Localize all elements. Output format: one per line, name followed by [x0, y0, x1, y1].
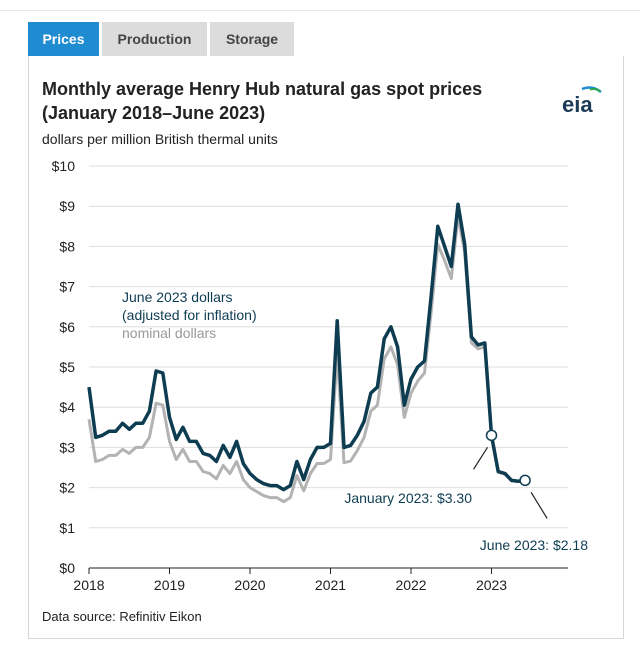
x-tick-label: 2020	[234, 577, 265, 593]
annotation-marker-jun-2023	[519, 474, 531, 487]
legend-label-inflation-adjusted: June 2023 dollars	[122, 289, 233, 305]
eia-logo: eia	[560, 86, 604, 121]
y-tick-label: $5	[59, 359, 75, 375]
annotation-leader-jun-2023	[530, 492, 548, 519]
y-tick-label: $3	[59, 439, 75, 455]
x-tick-label: 2022	[395, 577, 426, 593]
chart-units: dollars per million British thermal unit…	[42, 131, 278, 147]
annotation-leader-jan-2023	[473, 447, 489, 470]
y-tick-label: $0	[59, 560, 75, 576]
annotation-label-jun-2023: June 2023: $2.18	[480, 537, 588, 553]
legend-label-inflation-adjusted: (adjusted for inflation)	[122, 307, 257, 323]
y-tick-label: $8	[59, 238, 75, 254]
annotation-label-jan-2023: January 2023: $3.30	[344, 490, 472, 506]
x-tick-label: 2023	[476, 577, 507, 593]
chart-panel	[28, 56, 624, 639]
annotation-marker-jan-2023	[485, 429, 498, 442]
y-tick-label: $6	[59, 319, 75, 335]
y-tick-label: $7	[59, 279, 75, 295]
y-tick-label: $4	[59, 399, 75, 415]
x-tick-label: 2018	[73, 577, 104, 593]
tab-prices[interactable]: Prices	[28, 22, 99, 56]
data-source: Data source: Refinitiv Eikon	[42, 609, 202, 624]
series-line-nominal	[87, 214, 526, 504]
y-tick-label: $10	[52, 158, 76, 174]
series-line-inflation-adjusted	[87, 202, 526, 492]
chart-title: Monthly average Henry Hub natural gas sp…	[42, 79, 483, 123]
legend-label-nominal: nominal dollars	[122, 325, 216, 341]
x-tick-label: 2021	[315, 577, 346, 593]
tab-storage[interactable]: Storage	[210, 22, 294, 56]
svg-text:eia: eia	[562, 92, 593, 116]
y-tick-label: $2	[59, 480, 75, 496]
y-tick-label: $9	[59, 198, 75, 214]
tab-bar: Prices Production Storage	[28, 22, 297, 56]
tab-production[interactable]: Production	[102, 22, 207, 56]
y-tick-label: $1	[59, 520, 75, 536]
top-divider	[0, 10, 640, 11]
x-tick-label: 2019	[154, 577, 185, 593]
